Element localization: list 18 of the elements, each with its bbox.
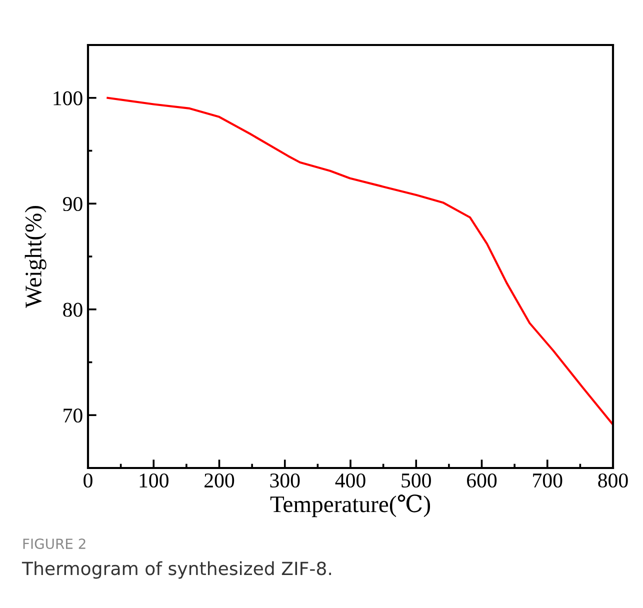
x-tick-label: 700 [533,473,562,488]
y-tick-label: 80 [63,302,82,317]
x-tick-label: 300 [270,473,300,488]
x-tick-label: 0 [84,473,92,488]
y-tick-label: 100 [54,91,82,106]
line-series [106,96,613,426]
y-axis-title: Weight(%) [24,206,46,308]
y-tick-label: 90 [62,197,82,212]
text: Thermogram of synthesized ZIF-8. [22,561,331,579]
x-tick-label: 400 [335,473,366,488]
x-tick-label: 800 [598,473,628,488]
y-tick-label: 70 [64,408,82,423]
x-tick-label: 100 [140,473,168,488]
x-axis-title: Temperature(℃) [270,494,430,518]
x-tick-label: 500 [402,473,431,488]
caption: FIGURE 2 [23,538,86,550]
x-tick-label: 600 [467,473,497,488]
x-tick-label: 200 [204,473,234,488]
